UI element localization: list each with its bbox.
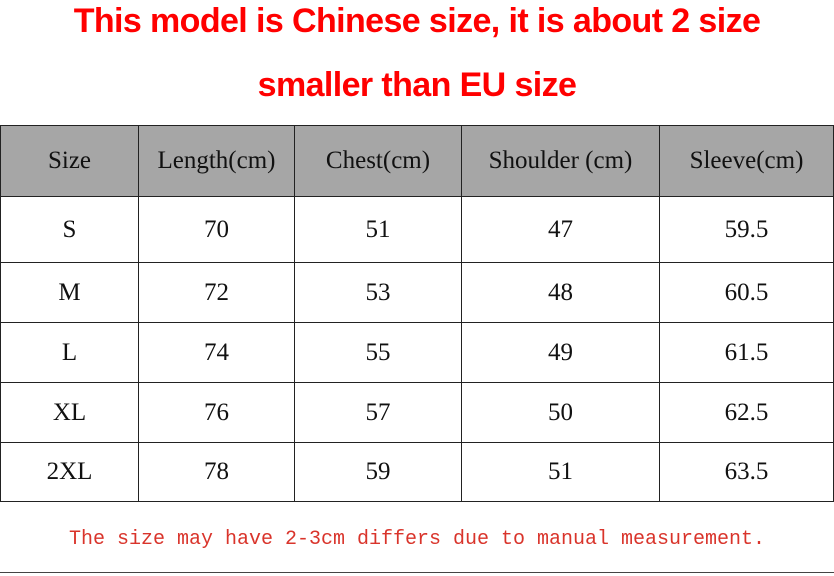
table-cell: 62.5 xyxy=(659,382,834,443)
table-cell: 50 xyxy=(461,382,660,443)
table-cell: 47 xyxy=(461,196,660,263)
table-cell: 51 xyxy=(294,196,462,263)
table-cell: 72 xyxy=(138,262,295,323)
table-cell: 59.5 xyxy=(659,196,834,263)
table-cell: 53 xyxy=(294,262,462,323)
table-cell: 55 xyxy=(294,322,462,383)
table-cell: 61.5 xyxy=(659,322,834,383)
table-cell: M xyxy=(0,262,139,323)
table-cell: 78 xyxy=(138,442,295,502)
table-cell: 59 xyxy=(294,442,462,502)
table-cell: 48 xyxy=(461,262,660,323)
column-header: Size xyxy=(0,125,139,197)
table-row: L 74 55 49 61.5 xyxy=(0,322,834,383)
table-cell: 70 xyxy=(138,196,295,263)
table-cell: 57 xyxy=(294,382,462,443)
table-row: S 70 51 47 59.5 xyxy=(0,196,834,263)
footer-note: The size may have 2-3cm differs due to m… xyxy=(68,528,766,551)
table-row: XL 76 57 50 62.5 xyxy=(0,382,834,443)
table-row: M 72 53 48 60.5 xyxy=(0,262,834,323)
table-cell: 76 xyxy=(138,382,295,443)
title-line: This model is Chinese size, it is about … xyxy=(73,2,761,40)
table-body: Size Length(cm) Chest(cm) Shoulder (cm) Slee… xyxy=(0,125,834,502)
table-cell: 51 xyxy=(461,442,660,502)
table-row: 2XL 78 59 51 63.5 xyxy=(0,442,834,502)
header-row: Size Length(cm) Chest(cm) Shoulder (cm) Slee… xyxy=(0,125,834,197)
title-line: smaller than EU size xyxy=(257,66,577,104)
table-cell: S xyxy=(0,196,139,263)
bottom-rule xyxy=(0,572,834,573)
column-header: Sleeve(cm) xyxy=(659,125,834,197)
table-cell: 49 xyxy=(461,322,660,383)
table-cell: L xyxy=(0,322,139,383)
table-cell: XL xyxy=(0,382,139,443)
column-header: Shoulder (cm) xyxy=(461,125,660,197)
column-header: Length(cm) xyxy=(138,125,295,197)
table-cell: 63.5 xyxy=(659,442,834,502)
table-cell: 60.5 xyxy=(659,262,834,323)
table-cell: 74 xyxy=(138,322,295,383)
size-table: Size Length(cm) Chest(cm) Shoulder (cm) Slee… xyxy=(0,125,834,502)
table-cell: 2XL xyxy=(0,442,139,502)
column-header: Chest(cm) xyxy=(294,125,462,197)
